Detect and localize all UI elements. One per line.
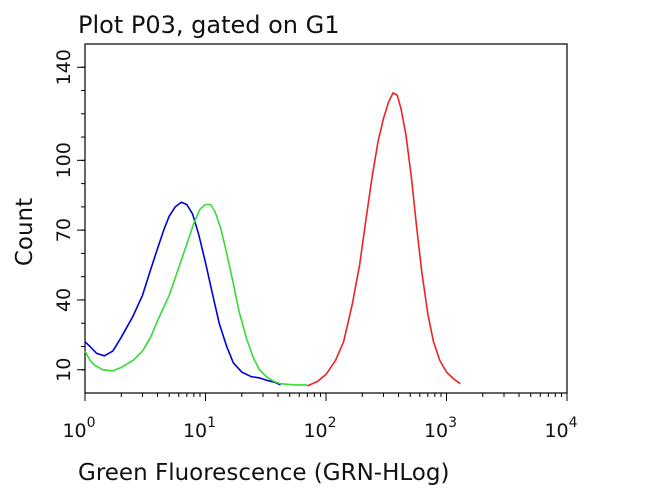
y-axis-label: Count xyxy=(12,198,38,266)
axis-ticks: 100 101 102 103 104 10 40 70 100 140 xyxy=(53,49,578,442)
x-tick-label: 101 xyxy=(183,415,216,442)
y-tick-label: 40 xyxy=(53,288,75,312)
plot-frame xyxy=(84,43,568,394)
y-tick-label: 140 xyxy=(53,49,75,85)
series-layer xyxy=(84,92,461,387)
series-line-3 xyxy=(306,92,461,387)
x-axis-label: Green Fluorescence (GRN-HLog) xyxy=(78,460,449,486)
y-tick-label: 10 xyxy=(53,358,75,382)
x-tick-label: 104 xyxy=(544,415,577,442)
x-tick-label: 100 xyxy=(62,415,95,442)
x-tick-label: 103 xyxy=(424,415,457,442)
series-line-1 xyxy=(84,201,281,386)
x-tick-label: 102 xyxy=(303,415,336,442)
series-line-2 xyxy=(84,203,308,386)
chart-title: Plot P03, gated on G1 xyxy=(78,11,340,39)
y-tick-label: 70 xyxy=(53,218,75,242)
y-tick-label: 100 xyxy=(53,142,75,178)
